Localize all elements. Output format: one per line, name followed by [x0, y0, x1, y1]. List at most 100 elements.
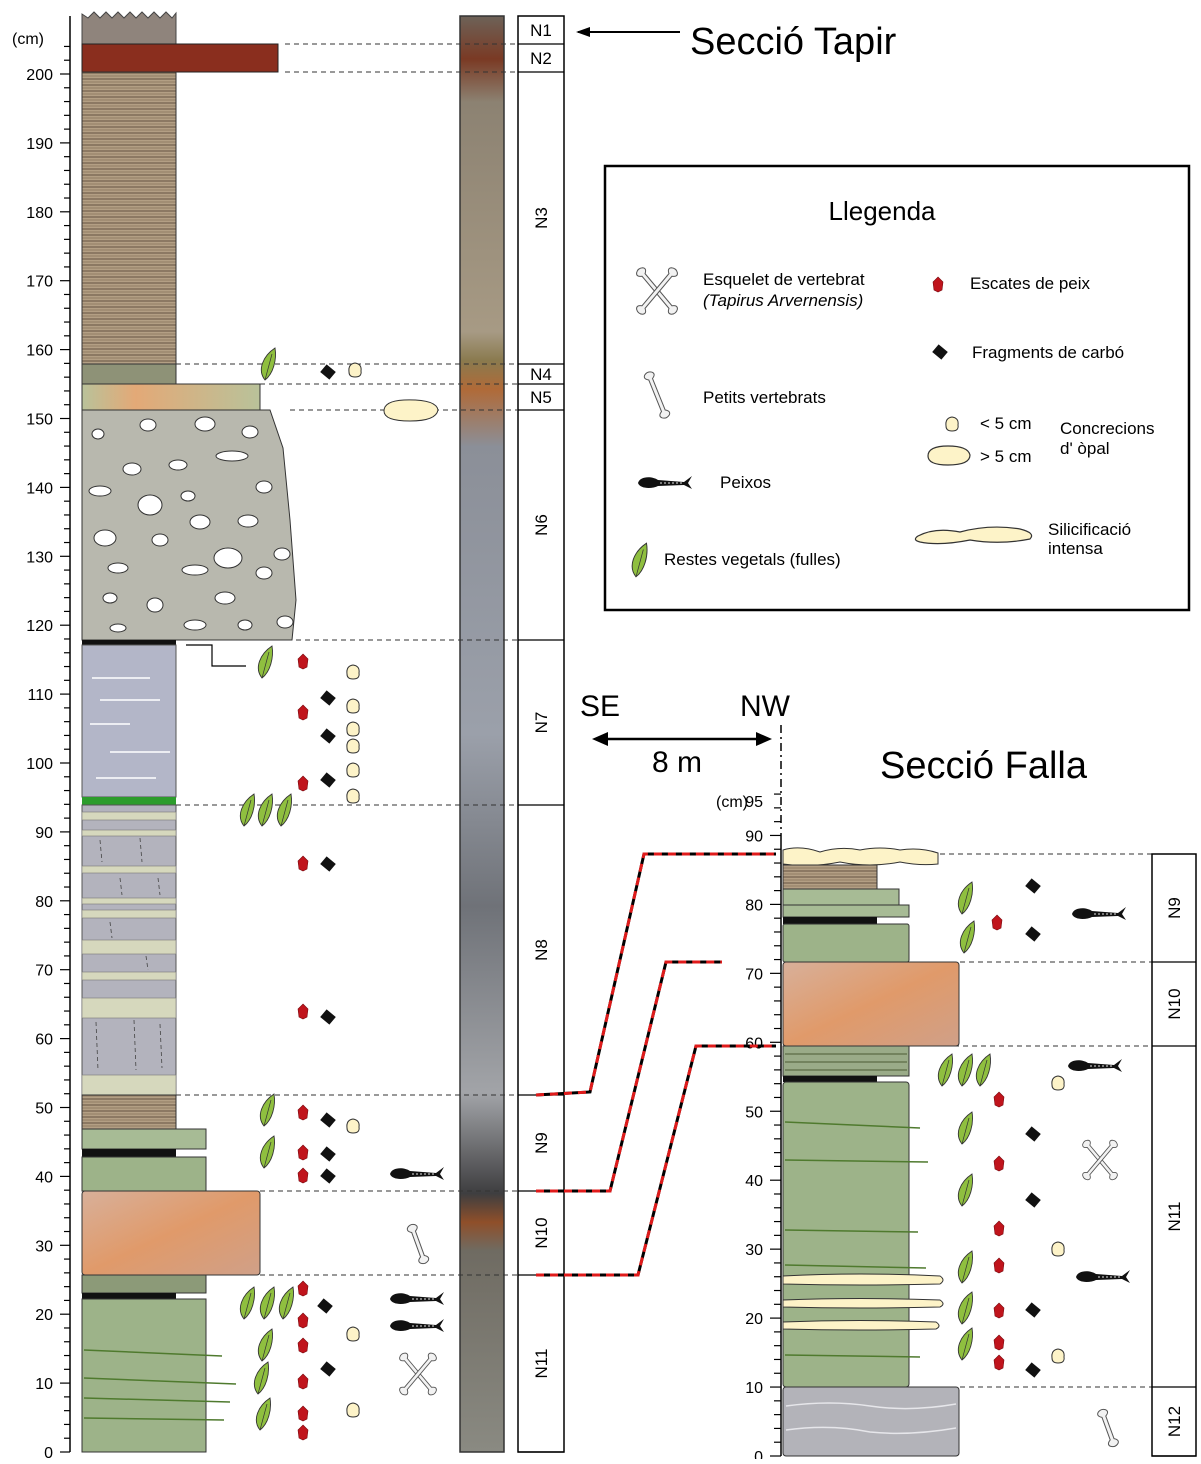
falla-tick-label: 50: [745, 1104, 763, 1121]
bone-icon: [1097, 1408, 1119, 1448]
fish-scale-icon: [993, 1302, 1005, 1319]
coal-fragment-icon: [320, 1146, 336, 1162]
bone-icon: [399, 1352, 437, 1396]
falla-tick-label: 40: [745, 1173, 763, 1190]
clast: [88, 485, 112, 497]
opal-concretion-icon: [1051, 1241, 1065, 1257]
tapir-tick-label: 20: [35, 1307, 53, 1324]
tapir-tick-label: 140: [26, 480, 53, 497]
tapir-tick-label: 130: [26, 549, 53, 566]
falla-silicification-top: [782, 847, 939, 867]
leaf-icon: [958, 1111, 973, 1145]
tapir-tick-label: 10: [35, 1376, 53, 1393]
tapir-unit-column: N1 N2 N3 N4 N5 N6 N7 N8 N9 N10 N11: [517, 15, 565, 1453]
fish-icon: [390, 1167, 444, 1180]
leaf-icon: [260, 1135, 275, 1169]
vertebrate-skeleton-icon: [399, 1352, 437, 1396]
legend: Llegenda Esquelet de vertebrat (Tapirus …: [603, 164, 1191, 612]
legend-silicification-label: Silicificació: [1048, 520, 1131, 539]
falla-n9-silt-2: [782, 904, 910, 918]
leaf-icon: [976, 1053, 991, 1087]
legend-large-concretion-label: > 5 cm: [980, 447, 1032, 466]
clast: [237, 514, 259, 528]
fish-scale-icon: [991, 914, 1003, 931]
coal-fragment-icon: [320, 1361, 336, 1377]
tapir-unit-label-n9: N9: [532, 1132, 551, 1154]
falla-unit-label-n10: N10: [1165, 988, 1184, 1019]
n7-white-streaks: [90, 677, 170, 779]
clast: [137, 494, 163, 516]
coal-fragment-icon: [320, 772, 336, 788]
tapir-tick-label: 80: [35, 894, 53, 911]
tapir-tick-label: 120: [26, 618, 53, 635]
falla-n9-laminated: [782, 864, 878, 890]
clast: [213, 547, 243, 569]
fish-icon: [1072, 907, 1126, 920]
tapir-tick-label: 100: [26, 756, 53, 773]
layer-n4: [81, 363, 177, 385]
opal-concretion-icon: [1051, 1075, 1065, 1091]
fish-scale-icon: [297, 775, 309, 792]
distance-label: 8 m: [652, 746, 702, 779]
falla-unit-label: (cm): [716, 794, 748, 811]
clast: [102, 592, 118, 604]
falla-n9-silt: [782, 888, 900, 906]
falla-coal-n11: [783, 1076, 877, 1082]
layer-n9-green: [81, 1156, 207, 1192]
tapir-unit-label-n5: N5: [530, 388, 552, 407]
tapir-unit-label-n6: N6: [532, 514, 551, 536]
coal-fragment-icon: [1025, 878, 1041, 894]
falla-layer-n12: [782, 1386, 960, 1457]
leaf-icon: [958, 1250, 973, 1284]
opal-concretion-icon: [346, 698, 360, 714]
fish-scale-icon: [297, 1003, 309, 1020]
legend-plants-label: Restes vegetals (fulles): [664, 550, 841, 569]
tapir-tick-label: 70: [35, 963, 53, 980]
layer-n11: [81, 1298, 207, 1453]
tapir-unit-label-n7: N7: [532, 712, 551, 734]
leaf-icon: [958, 881, 973, 915]
leaf-icon: [958, 1291, 973, 1325]
clast: [273, 547, 291, 561]
leaf-icon: [256, 1397, 271, 1431]
coal-fragment-icon: [320, 1009, 336, 1025]
tapir-unit-label-n11: N11: [532, 1349, 551, 1379]
falla-layer-n11: [782, 1081, 910, 1388]
fish-icon: [638, 476, 692, 489]
legend-box: [603, 164, 1191, 612]
falla-dashed-boundaries: [909, 853, 1152, 1388]
tapir-tick-label: 200: [26, 67, 53, 84]
layer-n9-silt: [81, 1128, 207, 1150]
opal-concretion-icon: [346, 788, 360, 804]
clast: [151, 533, 169, 547]
falla-section: Secció Falla (cm) 0 10 20 30 40 50 60 70 80 90 95: [716, 745, 1197, 1464]
falla-coal-n9: [783, 917, 877, 924]
opal-concretion-icon: [945, 416, 959, 432]
layer-n1: [81, 11, 177, 45]
clast: [91, 428, 105, 440]
vertebrate-skeleton-icon: [1082, 1139, 1118, 1181]
tapir-section: (cm) 01020304050607080901001101201301401…: [12, 11, 897, 1462]
clast: [189, 514, 211, 530]
coal-fragment-icon: [1025, 1126, 1041, 1142]
falla-tick-label: 20: [745, 1311, 763, 1328]
leaf-icon: [960, 920, 975, 954]
leaf-icon: [261, 347, 276, 381]
leaf-icon: [240, 793, 255, 827]
clast: [214, 591, 236, 605]
layer-n7: [81, 644, 177, 798]
falla-unit-label-n9: N9: [1165, 897, 1184, 919]
layer-n3: [81, 71, 177, 365]
tapir-tick-label: 170: [26, 274, 53, 291]
fish-icon: [1068, 1059, 1122, 1072]
coal-fragment-icon: [317, 1298, 333, 1314]
coal-fragment-icon: [320, 1168, 336, 1184]
fish-scale-icon: [932, 276, 944, 293]
coal-fragment-icon: [320, 690, 336, 706]
tapir-tick-label: 160: [26, 343, 53, 360]
fish-scale-icon: [993, 1334, 1005, 1351]
falla-tick-label: 95: [745, 794, 763, 811]
tapir-unit-label-n3: N3: [532, 207, 551, 229]
leaf-icon: [958, 1327, 973, 1361]
